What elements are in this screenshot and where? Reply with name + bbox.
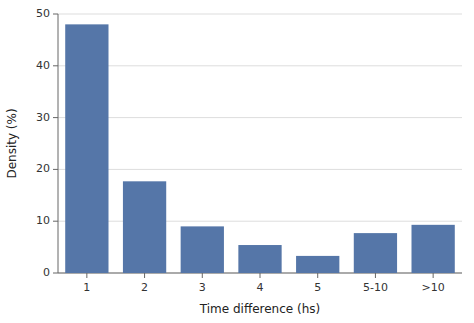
y-tick <box>53 117 58 118</box>
x-tick <box>375 273 376 278</box>
chart-container: 0 10 20 30 40 50 1 2 3 4 5 5-10 >10 Time difference (… <box>0 0 474 323</box>
y-tick-label: 20 <box>36 162 50 175</box>
bars <box>65 24 455 273</box>
bar <box>412 225 455 273</box>
x-tick <box>144 273 145 278</box>
grid-line <box>58 117 462 118</box>
x-tick-label: >10 <box>422 281 445 294</box>
x-tick <box>260 273 261 278</box>
y-tick <box>53 221 58 222</box>
grid-line <box>58 221 462 222</box>
grid-line <box>58 65 462 66</box>
x-tick-label: 2 <box>141 281 148 294</box>
y-tick <box>53 14 58 15</box>
x-tick <box>86 273 87 278</box>
y-tick <box>53 65 58 66</box>
bar <box>354 233 397 273</box>
bar <box>238 245 281 273</box>
x-tick-label: 5-10 <box>363 281 388 294</box>
bar <box>181 226 224 273</box>
y-axis-label: Density (%) <box>5 108 19 178</box>
y-tick <box>53 169 58 170</box>
x-tick-label: 4 <box>257 281 264 294</box>
grid <box>58 14 462 273</box>
x-axis-label: Time difference (hs) <box>199 302 320 316</box>
y-tick-label: 50 <box>36 7 50 20</box>
y-tick-label: 40 <box>36 59 50 72</box>
x-tick <box>317 273 318 278</box>
y-tick-label: 30 <box>36 111 50 124</box>
y-tick-label: 10 <box>36 214 50 227</box>
chart-svg: 0 10 20 30 40 50 1 2 3 4 5 5-10 >10 Time difference (… <box>0 0 474 323</box>
grid-line <box>58 169 462 170</box>
x-tick <box>202 273 203 278</box>
x-tick-label: 1 <box>83 281 90 294</box>
x-tick-label: 5 <box>314 281 321 294</box>
grid-line <box>58 14 462 15</box>
y-axis-line <box>58 14 59 273</box>
x-tick <box>433 273 434 278</box>
x-tick-label: 3 <box>199 281 206 294</box>
bar <box>123 181 166 273</box>
y-tick <box>53 273 58 274</box>
bar <box>296 256 339 273</box>
y-tick-label: 0 <box>43 266 50 279</box>
bar <box>65 24 108 273</box>
axes: 0 10 20 30 40 50 1 2 3 4 5 5-10 >10 <box>36 7 462 294</box>
